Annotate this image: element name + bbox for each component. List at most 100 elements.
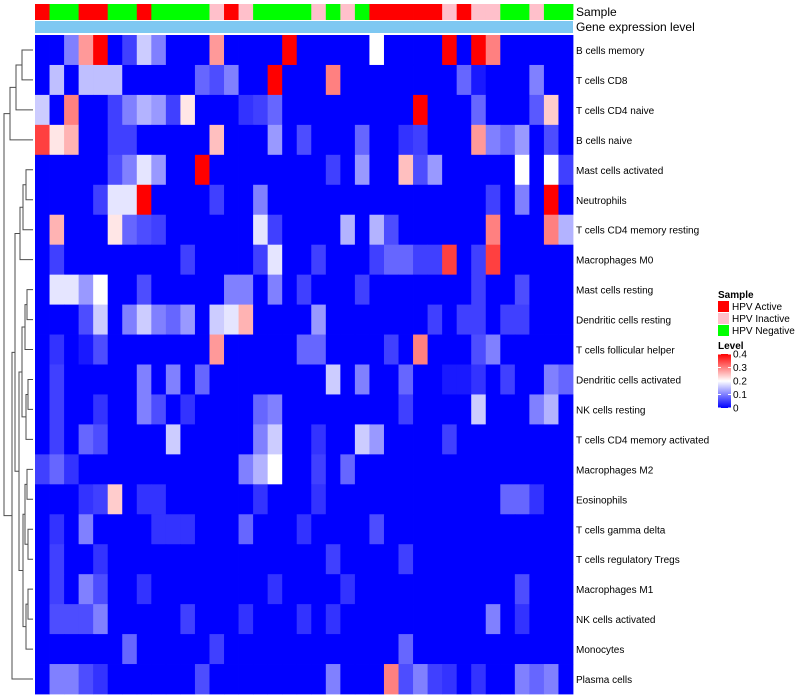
heatmap-cell bbox=[180, 154, 196, 186]
heatmap-cell bbox=[194, 244, 210, 276]
heatmap-cell bbox=[282, 64, 298, 96]
heatmap-cell bbox=[325, 244, 341, 276]
heatmap-cell bbox=[427, 664, 443, 695]
sample-annotation-cell bbox=[151, 4, 167, 20]
heatmap-cell bbox=[267, 514, 283, 545]
sample-annotation-cell bbox=[49, 4, 65, 20]
legend-level-title: Level bbox=[718, 341, 744, 352]
heatmap-cell bbox=[500, 274, 516, 305]
heatmap-cell bbox=[311, 364, 327, 395]
heatmap-cell bbox=[427, 64, 443, 96]
heatmap-cell bbox=[413, 544, 428, 575]
heatmap-cell bbox=[78, 214, 94, 246]
heatmap-cell bbox=[398, 334, 414, 365]
heatmap-cell bbox=[78, 334, 94, 365]
heatmap-cell bbox=[514, 244, 530, 276]
heatmap-cell bbox=[456, 604, 472, 635]
heatmap-cell bbox=[514, 94, 530, 126]
sample-annotation-cell bbox=[209, 4, 225, 20]
heatmap-cell bbox=[543, 634, 559, 665]
heatmap-cell bbox=[78, 35, 94, 66]
heatmap-cell bbox=[78, 514, 94, 545]
heatmap-cell bbox=[267, 424, 283, 455]
heatmap-cell bbox=[442, 544, 458, 575]
heatmap-cell bbox=[369, 214, 385, 246]
heatmap-cell bbox=[78, 484, 94, 515]
heatmap-cell bbox=[180, 574, 196, 605]
heatmap-cell bbox=[151, 304, 167, 335]
heatmap-cell bbox=[224, 364, 239, 395]
heatmap-cell bbox=[35, 514, 50, 545]
heatmap-cell bbox=[194, 664, 210, 695]
heatmap-cell bbox=[224, 64, 239, 96]
heatmap-cell bbox=[529, 154, 545, 186]
row-labels: B cells memory T cells CD8 T cells CD4 nai… bbox=[576, 46, 709, 686]
heatmap-cell bbox=[93, 94, 109, 126]
heatmap-cell bbox=[311, 94, 327, 126]
heatmap-cell bbox=[398, 35, 414, 66]
heatmap-cell bbox=[485, 664, 501, 695]
heatmap-cell bbox=[442, 394, 458, 425]
heatmap-cell bbox=[194, 304, 210, 335]
heatmap-cell bbox=[64, 424, 80, 455]
heatmap-cell bbox=[485, 604, 501, 635]
sample-annotation-cell bbox=[325, 4, 341, 20]
heatmap-cell bbox=[485, 574, 501, 605]
heatmap-cell bbox=[209, 604, 225, 635]
heatmap-cell bbox=[64, 514, 80, 545]
heatmap-cell bbox=[78, 664, 94, 695]
heatmap-cell bbox=[471, 304, 487, 335]
heatmap-cell bbox=[558, 544, 574, 575]
heatmap-cell bbox=[93, 574, 109, 605]
heatmap-cell bbox=[543, 94, 559, 126]
heatmap-cell bbox=[442, 64, 458, 96]
heatmap-cell bbox=[209, 514, 225, 545]
heatmap-cell bbox=[558, 94, 574, 126]
heatmap-cell bbox=[165, 364, 181, 395]
heatmap-cell bbox=[122, 394, 138, 425]
row-label: NK cells activated bbox=[576, 615, 655, 626]
row-label: T cells CD4 memory activated bbox=[576, 435, 709, 446]
heatmap-cell bbox=[35, 604, 50, 635]
heatmap-cell bbox=[224, 35, 239, 66]
heatmap-cell bbox=[413, 304, 428, 335]
heatmap-cell bbox=[529, 574, 545, 605]
heatmap-cell bbox=[35, 574, 50, 605]
heatmap-cell bbox=[413, 35, 428, 66]
heatmap-cell bbox=[151, 634, 167, 665]
heatmap-cell bbox=[253, 94, 269, 126]
sample-annotation-cell bbox=[253, 4, 269, 20]
heatmap-cell bbox=[500, 664, 516, 695]
heatmap-cell bbox=[340, 514, 356, 545]
heatmap-cell bbox=[49, 184, 65, 216]
dendrogram-branch bbox=[26, 468, 33, 500]
heatmap-cell bbox=[151, 214, 167, 246]
heatmap-cell bbox=[35, 304, 50, 335]
heatmap-cell bbox=[209, 274, 225, 305]
heatmap-cell bbox=[383, 184, 399, 216]
heatmap-cell bbox=[325, 124, 341, 156]
heatmap-cell bbox=[456, 664, 472, 695]
heatmap-cell bbox=[398, 514, 414, 545]
heatmap-cell bbox=[209, 364, 225, 395]
heatmap-cell bbox=[311, 124, 327, 156]
heatmap-cell bbox=[311, 154, 327, 186]
heatmap-cell bbox=[282, 664, 298, 695]
heatmap-cell bbox=[471, 274, 487, 305]
heatmap-cell bbox=[49, 454, 65, 485]
heatmap-cell bbox=[296, 304, 312, 335]
heatmap-cell bbox=[296, 154, 312, 186]
row-label: Mast cells resting bbox=[576, 286, 653, 297]
heatmap-cell bbox=[383, 514, 399, 545]
heatmap-cell bbox=[49, 574, 65, 605]
heatmap-cell bbox=[238, 244, 254, 276]
heatmap-cell bbox=[107, 94, 123, 126]
heatmap-cell bbox=[514, 454, 530, 485]
heatmap-cell bbox=[151, 64, 167, 96]
heatmap-cell bbox=[136, 514, 152, 545]
heatmap-cell bbox=[107, 124, 123, 156]
sample-annotation-cell bbox=[238, 4, 254, 20]
heatmap-cell bbox=[529, 484, 545, 515]
heatmap-cell bbox=[165, 304, 181, 335]
heatmap-cell bbox=[413, 274, 428, 305]
